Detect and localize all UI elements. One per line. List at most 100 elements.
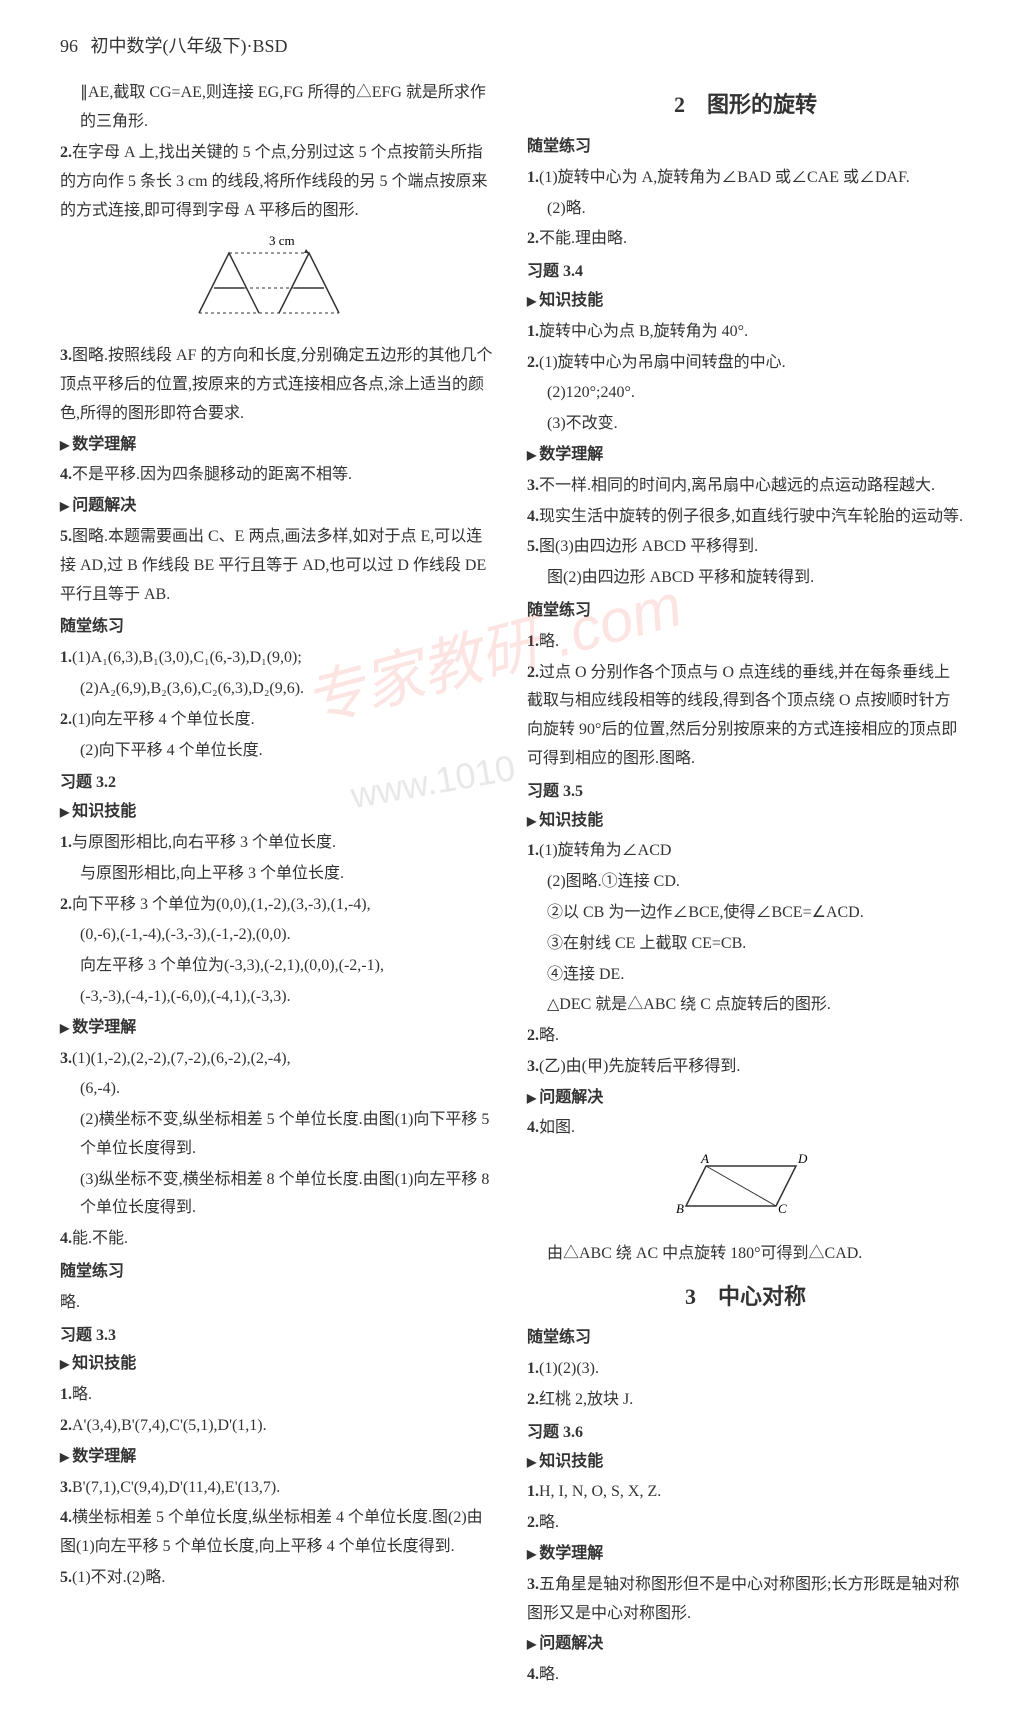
item-5: 5.图略.本题需要画出 C、E 两点,画法多样,如对于点 E,可以连接 AD,过… (60, 523, 497, 609)
item-num: 3. (527, 1576, 539, 1593)
heading-math: 数学理解 (60, 1014, 497, 1043)
text-line: (3)纵坐标不变,横坐标相差 8 个单位长度.由图(1)向左平移 8 个单位长度… (60, 1166, 497, 1224)
item-num: 1. (527, 1483, 539, 1500)
text-line: (0,-6),(-1,-4),(-3,-3),(-1,-2),(0,0). (60, 921, 497, 950)
text-line: (2)向下平移 4 个单位长度. (60, 737, 497, 766)
heading-ex: 习题 3.4 (527, 258, 964, 287)
text: (1)(2)(3). (539, 1360, 599, 1377)
text-line: 与原图形相比,向上平移 3 个单位长度. (60, 860, 497, 889)
content-columns: ∥AE,截取 CG=AE,则连接 EG,FG 所得的△EFG 就是所求作的三角形… (60, 77, 964, 1692)
item-num: 2. (527, 230, 539, 247)
item-2: 2.(1)旋转中心为吊扇中间转盘的中心. (527, 349, 964, 378)
item-5: 5.(1)不对.(2)略. (60, 1564, 497, 1593)
text-line: △DEC 就是△ABC 绕 C 点旋转后的图形. (527, 991, 964, 1020)
item-num: 2. (60, 144, 72, 161)
text-line: (2)横坐标不变,纵坐标相差 5 个单位长度.由图(1)向下平移 5 个单位长度… (60, 1106, 497, 1164)
heading-solve: 问题解决 (527, 1630, 964, 1659)
heading-skill: 知识技能 (527, 1448, 964, 1477)
text: (1)旋转中心为 A,旋转角为∠BAD 或∠CAE 或∠DAF. (539, 169, 910, 186)
diagram-label: 3 cm (269, 233, 295, 248)
item-num: 2. (527, 1027, 539, 1044)
text-line: 由△ABC 绕 AC 中点旋转 180°可得到△CAD. (527, 1240, 964, 1269)
text: 略. (72, 1386, 92, 1403)
item-num: 4. (527, 1119, 539, 1136)
text: 过点 O 分别作各个顶点与 O 点连线的垂线,并在每条垂线上截取与相应线段相等的… (527, 664, 957, 767)
item-num: 4. (60, 1230, 72, 1247)
svg-text:C: C (778, 1201, 787, 1216)
svg-text:D: D (797, 1151, 808, 1166)
text-line: (3)不改变. (527, 410, 964, 439)
item-num: 1. (527, 323, 539, 340)
svg-text:B: B (676, 1201, 684, 1216)
item-1: 1.略. (60, 1381, 497, 1410)
item-num: 5. (60, 528, 72, 545)
item-1: 1.(1)(2)(3). (527, 1355, 964, 1384)
text-line: (-3,-3),(-4,-1),(-6,0),(-4,1),(-3,3). (60, 983, 497, 1012)
item-num: 4. (527, 1666, 539, 1683)
text: 旋转中心为点 B,旋转角为 40°. (539, 323, 748, 340)
text: 现实生活中旋转的例子很多,如直线行驶中汽车轮胎的运动等. (539, 508, 963, 525)
item-num: 2. (60, 1417, 72, 1434)
text: 略. (539, 1514, 559, 1531)
item-5: 5.图(3)由四边形 ABCD 平移得到. (527, 533, 964, 562)
text: 与原图形相比,向右平移 3 个单位长度. (72, 834, 336, 851)
text: 略. (539, 1666, 559, 1683)
item-4: 4.略. (527, 1661, 964, 1690)
heading-ex: 习题 3.2 (60, 769, 497, 798)
item-num: 4. (527, 508, 539, 525)
heading-practice: 随堂练习 (527, 133, 964, 162)
item-num: 2. (60, 711, 72, 728)
heading-skill: 知识技能 (60, 1350, 497, 1379)
item-2: 2.(1)向左平移 4 个单位长度. (60, 706, 497, 735)
item-3: 3.(乙)由(甲)先旋转后平移得到. (527, 1053, 964, 1082)
heading-ex: 习题 3.3 (60, 1322, 497, 1351)
text-line: (2)120°;240°. (527, 379, 964, 408)
diagram-parallelogram: A D B C (527, 1151, 964, 1232)
text: (1)A₁(6,3),B₁(3,0),C₁(6,-3),D₁(9,0); (72, 649, 302, 666)
text: 图略.按照线段 AF 的方向和长度,分别确定五边形的其他几个顶点平移后的位置,按… (60, 347, 492, 422)
text: B'(7,1),C'(9,4),D'(11,4),E'(13,7). (72, 1479, 280, 1496)
item-num: 1. (60, 834, 72, 851)
item-3: 3.(1)(1,-2),(2,-2),(7,-2),(6,-2),(2,-4), (60, 1045, 497, 1074)
text: (乙)由(甲)先旋转后平移得到. (539, 1058, 740, 1075)
item-num: 1. (60, 649, 72, 666)
item-1: 1.H, I, N, O, S, X, Z. (527, 1478, 964, 1507)
heading-math: 数学理解 (527, 441, 964, 470)
text: (1)(1,-2),(2,-2),(7,-2),(6,-2),(2,-4), (72, 1050, 291, 1067)
item-num: 3. (60, 1050, 72, 1067)
heading-solve: 问题解决 (527, 1084, 964, 1113)
text: 横坐标相差 5 个单位长度,纵坐标相差 4 个单位长度.图(2)由图(1)向左平… (60, 1509, 483, 1555)
item-2: 2.不能.理由略. (527, 225, 964, 254)
heading-ex: 习题 3.5 (527, 778, 964, 807)
text: 图略.本题需要画出 C、E 两点,画法多样,如对于点 E,可以连接 AD,过 B… (60, 528, 486, 603)
item-num: 1. (527, 633, 539, 650)
item-num: 1. (527, 1360, 539, 1377)
section-title-2: 2 图形的旋转 (527, 85, 964, 125)
text: 图(3)由四边形 ABCD 平移得到. (539, 538, 758, 555)
heading-practice: 随堂练习 (60, 613, 497, 642)
item-1: 1.略. (527, 628, 964, 657)
text-line: 图(2)由四边形 ABCD 平移和旋转得到. (527, 564, 964, 593)
item-num: 1. (60, 1386, 72, 1403)
header-title: 初中数学(八年级下)·BSD (91, 36, 288, 56)
text: 在字母 A 上,找出关键的 5 个点,分别过这 5 个点按箭头所指的方向作 5 … (60, 144, 488, 219)
text-line: (6,-4). (60, 1075, 497, 1104)
text: (1)旋转角为∠ACD (539, 842, 671, 859)
text: 五角星是轴对称图形但不是中心对称图形;长方形既是轴对称图形又是中心对称图形. (527, 1576, 959, 1622)
item-num: 2. (527, 1391, 539, 1408)
item-num: 4. (60, 466, 72, 483)
text-line: (2)A₂(6,9),B₂(3,6),C₂(6,3),D₂(9,6). (60, 675, 497, 704)
item-1: 1.(1)A₁(6,3),B₁(3,0),C₁(6,-3),D₁(9,0); (60, 644, 497, 673)
heading-practice: 随堂练习 (60, 1258, 497, 1287)
text: 能.不能. (72, 1230, 128, 1247)
item-num: 3. (60, 1479, 72, 1496)
text: 不一样.相同的时间内,离吊扇中心越远的点运动路程越大. (539, 477, 935, 494)
text: 不是平移.因为四条腿移动的距离不相等. (72, 466, 352, 483)
item-4: 4.横坐标相差 5 个单位长度,纵坐标相差 4 个单位长度.图(2)由图(1)向… (60, 1504, 497, 1562)
text-line: ④连接 DE. (527, 961, 964, 990)
item-4: 4.如图. (527, 1114, 964, 1143)
item-3: 3.五角星是轴对称图形但不是中心对称图形;长方形既是轴对称图形又是中心对称图形. (527, 1571, 964, 1629)
text: H, I, N, O, S, X, Z. (539, 1483, 661, 1500)
text: 如图. (539, 1119, 575, 1136)
text-line: (2)图略.①连接 CD. (527, 868, 964, 897)
